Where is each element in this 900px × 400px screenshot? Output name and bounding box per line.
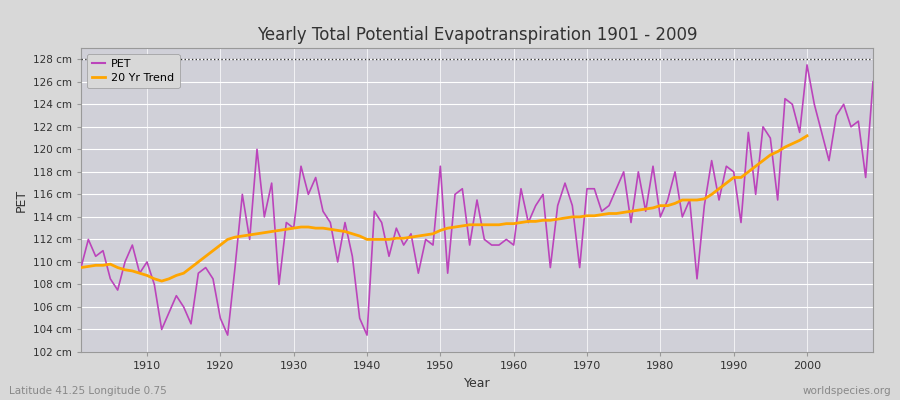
Y-axis label: PET: PET [14,188,27,212]
Legend: PET, 20 Yr Trend: PET, 20 Yr Trend [86,54,180,88]
X-axis label: Year: Year [464,376,490,390]
Title: Yearly Total Potential Evapotranspiration 1901 - 2009: Yearly Total Potential Evapotranspiratio… [256,26,698,44]
Text: Latitude 41.25 Longitude 0.75: Latitude 41.25 Longitude 0.75 [9,386,166,396]
Text: worldspecies.org: worldspecies.org [803,386,891,396]
